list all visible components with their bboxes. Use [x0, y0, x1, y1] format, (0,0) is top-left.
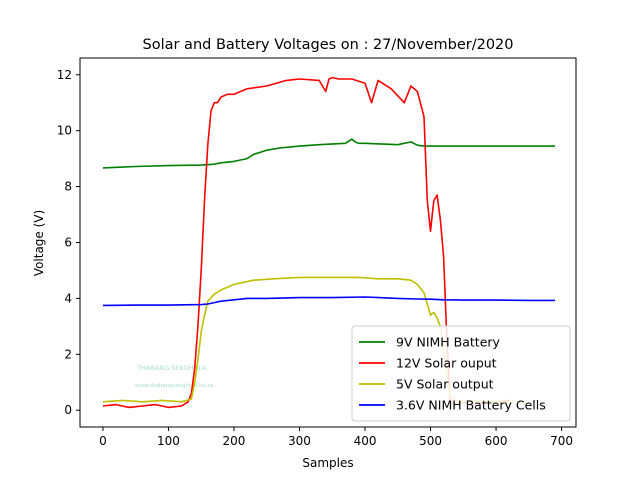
y-tick-label: 2	[64, 347, 72, 361]
chart-title: Solar and Battery Voltages on : 27/Novem…	[143, 37, 514, 53]
series-line-1	[102, 138, 555, 169]
x-tick-label: 0	[99, 434, 107, 448]
watermark-url: www.thabangsekghula.co.za	[135, 383, 213, 389]
x-tick-label: 300	[288, 434, 311, 448]
watermark-name: THABANG SEKGHULA	[136, 364, 207, 372]
x-tick-label: 100	[157, 434, 180, 448]
y-tick-label: 4	[64, 291, 72, 305]
legend-label-1: 9V NIMH Battery	[396, 335, 501, 350]
series-line-4	[102, 296, 555, 307]
legend-box	[351, 325, 571, 422]
y-axis-ticks: 0 2 4 6 8 10 12	[57, 68, 80, 417]
x-tick-label: 700	[550, 434, 573, 448]
x-axis-ticks: 0 100 200 300 400 500 600 700	[99, 427, 573, 448]
legend: 9V NIMH Battery 12V Solar ouput 5V Solar o…	[351, 325, 571, 422]
x-tick-label: 200	[223, 434, 246, 448]
y-axis-label: Voltage (V)	[32, 210, 46, 276]
x-tick-label: 500	[419, 434, 442, 448]
legend-label-3: 5V Solar output	[396, 377, 494, 392]
watermark: THABANG SEKGHULA www.thabangsekghula.co.…	[135, 364, 213, 389]
x-axis-label: Samples	[302, 456, 353, 470]
y-tick-label: 6	[64, 236, 72, 250]
x-tick-label: 400	[354, 434, 377, 448]
series-line-2	[102, 76, 510, 409]
y-tick-label: 8	[64, 180, 72, 194]
x-tick-label: 600	[485, 434, 508, 448]
legend-label-2: 12V Solar ouput	[396, 356, 497, 371]
y-tick-label: 10	[57, 124, 72, 138]
legend-label-4: 3.6V NIMH Battery Cells	[396, 398, 546, 413]
y-tick-label: 12	[57, 68, 72, 82]
y-tick-label: 0	[64, 403, 72, 417]
